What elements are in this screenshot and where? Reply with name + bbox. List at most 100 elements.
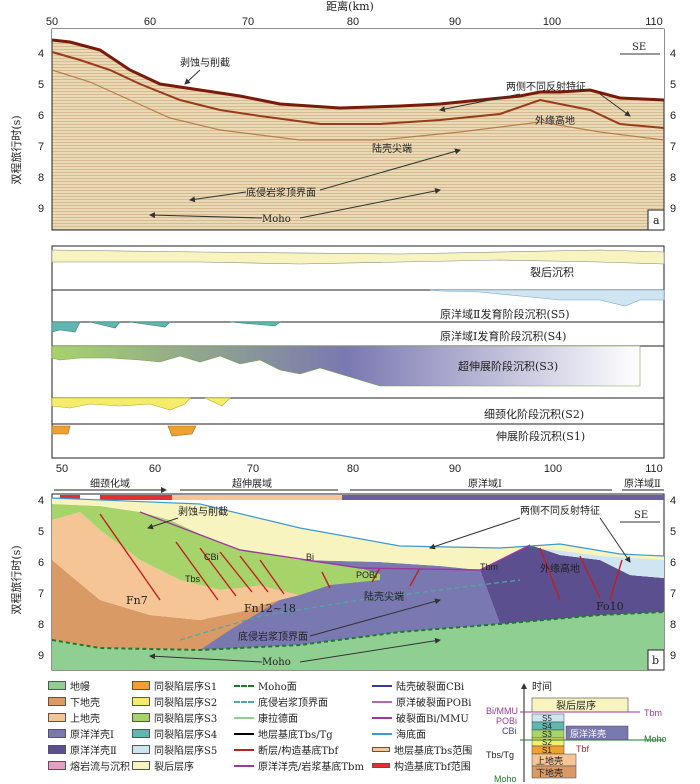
legend: 地幔 下地壳 上地壳 原洋洋壳Ⅰ 原洋洋壳Ⅱ 熔岩流与沉积 同裂陷层序S1 同裂… <box>48 678 508 782</box>
time-pobi: POBi <box>496 716 517 726</box>
legend-s4: 同裂陷层序S4 <box>132 726 217 741</box>
svg-text:5: 5 <box>670 526 676 538</box>
legend-oceanic-2: 原洋洋壳Ⅱ <box>48 742 117 757</box>
svg-text:80: 80 <box>347 16 359 28</box>
svg-text:7: 7 <box>38 588 44 600</box>
svg-text:8: 8 <box>670 172 676 184</box>
s2-label: 细颈化阶段沉积(S2) <box>484 407 584 421</box>
legend-post-rift: 裂后层序 <box>132 758 194 773</box>
legend-lava: 熔岩流与沉积 <box>48 758 130 773</box>
domain-proto1: 原洋域Ⅰ <box>468 477 502 490</box>
a-erosion-label: 剥蚀与削截 <box>180 56 230 69</box>
b-cbi: CBi <box>204 552 219 562</box>
bi-line <box>139 511 531 571</box>
time-s1: S1 <box>542 746 552 755</box>
panel-b-x-ticks: 50 60 70 80 90 100 110 <box>56 463 663 475</box>
svg-text:9: 9 <box>670 203 676 215</box>
time-tbm: Tbm <box>644 708 662 718</box>
domain-necking: 细颈化域 <box>90 477 130 490</box>
time-tbs: Tbs/Tg <box>486 750 514 760</box>
b-moho: Moho <box>262 657 291 668</box>
tbm-range <box>342 495 664 500</box>
panel-b-y-ticks-left: 4 5 6 7 8 9 <box>38 495 44 662</box>
svg-text:100: 100 <box>543 16 561 28</box>
legend-tbm: 原洋洋壳/岩浆基底Tbm <box>234 758 364 773</box>
svg-text:8: 8 <box>38 619 44 631</box>
legend-moho: Moho面 <box>234 678 297 693</box>
time-tbf: Tbf <box>576 744 590 754</box>
post-rift-body <box>52 498 664 578</box>
b-letter: b <box>652 654 659 667</box>
s2-strip <box>51 397 231 411</box>
svg-text:50: 50 <box>56 463 68 475</box>
domain-bar: 细颈化域 超伸展域 原洋域Ⅰ 原洋域Ⅱ <box>54 477 664 493</box>
mantle <box>52 612 664 670</box>
svg-text:4: 4 <box>670 495 676 507</box>
svg-text:70: 70 <box>247 463 259 475</box>
svg-text:60: 60 <box>144 16 156 28</box>
b-tip: 陆壳尖端 <box>364 590 404 603</box>
tick-a-6: 6 <box>38 110 44 122</box>
s5-strip <box>429 289 665 307</box>
svg-text:9: 9 <box>38 650 44 662</box>
legend-tbs: 地层基底Tbs/Tg <box>234 726 333 741</box>
seafloor-line <box>51 497 665 557</box>
post-rift-strip <box>51 249 665 265</box>
time-s4: S4 <box>542 722 552 731</box>
deep-reflection <box>51 69 665 141</box>
moho-line <box>51 611 665 652</box>
a-direction: SE <box>632 42 646 53</box>
b-bi: Bi <box>306 552 314 562</box>
svg-text:80: 80 <box>347 463 359 475</box>
svg-text:60: 60 <box>149 463 161 475</box>
b-fn12: Fn12~18 <box>244 602 296 615</box>
a-letter: a <box>653 214 660 227</box>
tick-a-4: 4 <box>38 48 44 60</box>
svg-text:9: 9 <box>670 650 676 662</box>
tbs-range <box>172 495 342 500</box>
s3-label: 超伸展阶段沉积(S3) <box>458 359 558 373</box>
s4-label: 原洋域Ⅰ发育阶段沉积(S4) <box>440 329 566 343</box>
panel-a: 4 5 6 7 8 9 4 5 6 7 8 9 50 60 70 80 90 1… <box>38 16 676 231</box>
svg-text:5: 5 <box>670 79 676 91</box>
svg-text:110: 110 <box>645 463 663 475</box>
water-column <box>52 29 664 108</box>
y-axis-title-b: 双程旅行时(s) <box>9 545 23 614</box>
panel-a-x-ticks: 50 60 70 80 90 100 110 <box>46 16 663 28</box>
legend-upper-crust: 上地壳 <box>48 710 100 725</box>
b-fo10: Fo10 <box>596 600 624 613</box>
legend-tbf: 断层/构造基底Tbf <box>234 742 338 757</box>
legend-s5: 同裂陷层序S5 <box>132 742 217 757</box>
svg-text:50: 50 <box>46 16 58 28</box>
svg-text:90: 90 <box>449 16 461 28</box>
legend-s2: 同裂陷层序S2 <box>132 694 217 709</box>
tick-a-7: 7 <box>38 141 44 153</box>
b-erosion-label: 剥蚀与削截 <box>178 505 228 518</box>
legend-pobi: 原洋破裂面POBi <box>372 694 471 709</box>
a-tip-label: 陆壳尖端 <box>372 142 412 155</box>
time-moho-right: Moho <box>644 734 667 744</box>
tick-a-9: 9 <box>38 203 44 215</box>
time-bi: Bi/MMU <box>486 706 518 716</box>
legend-tbf-range: 构造基底Tbf范围 <box>372 758 471 773</box>
b-outer-high: 外缘高地 <box>540 562 580 575</box>
legend-seafloor: 海底面 <box>372 726 426 741</box>
svg-text:7: 7 <box>670 588 676 600</box>
b-pobi: POBi <box>356 570 377 580</box>
s5-body <box>540 548 664 578</box>
b-reflection-label: 两侧不同反射特征 <box>520 504 600 517</box>
time-lower: 下地壳 <box>536 767 563 779</box>
time-ocean: 原洋洋壳 <box>570 728 606 740</box>
domain-proto2: 原洋域Ⅱ <box>624 477 661 490</box>
svg-text:6: 6 <box>670 110 676 122</box>
svg-text:4: 4 <box>38 495 44 507</box>
time-s5: S5 <box>542 714 552 723</box>
s3-body <box>52 504 380 595</box>
y-axis-title-a: 双程旅行时(s) <box>9 115 23 184</box>
svg-text:4: 4 <box>670 48 676 60</box>
panel-a-y-ticks-left: 4 5 6 7 8 9 <box>38 48 44 215</box>
time-moho: Moho <box>494 774 517 784</box>
legend-cbi: 陆壳破裂面CBi <box>372 678 464 693</box>
panel-b-y-ticks-right: 4 5 6 7 8 9 <box>670 495 676 662</box>
